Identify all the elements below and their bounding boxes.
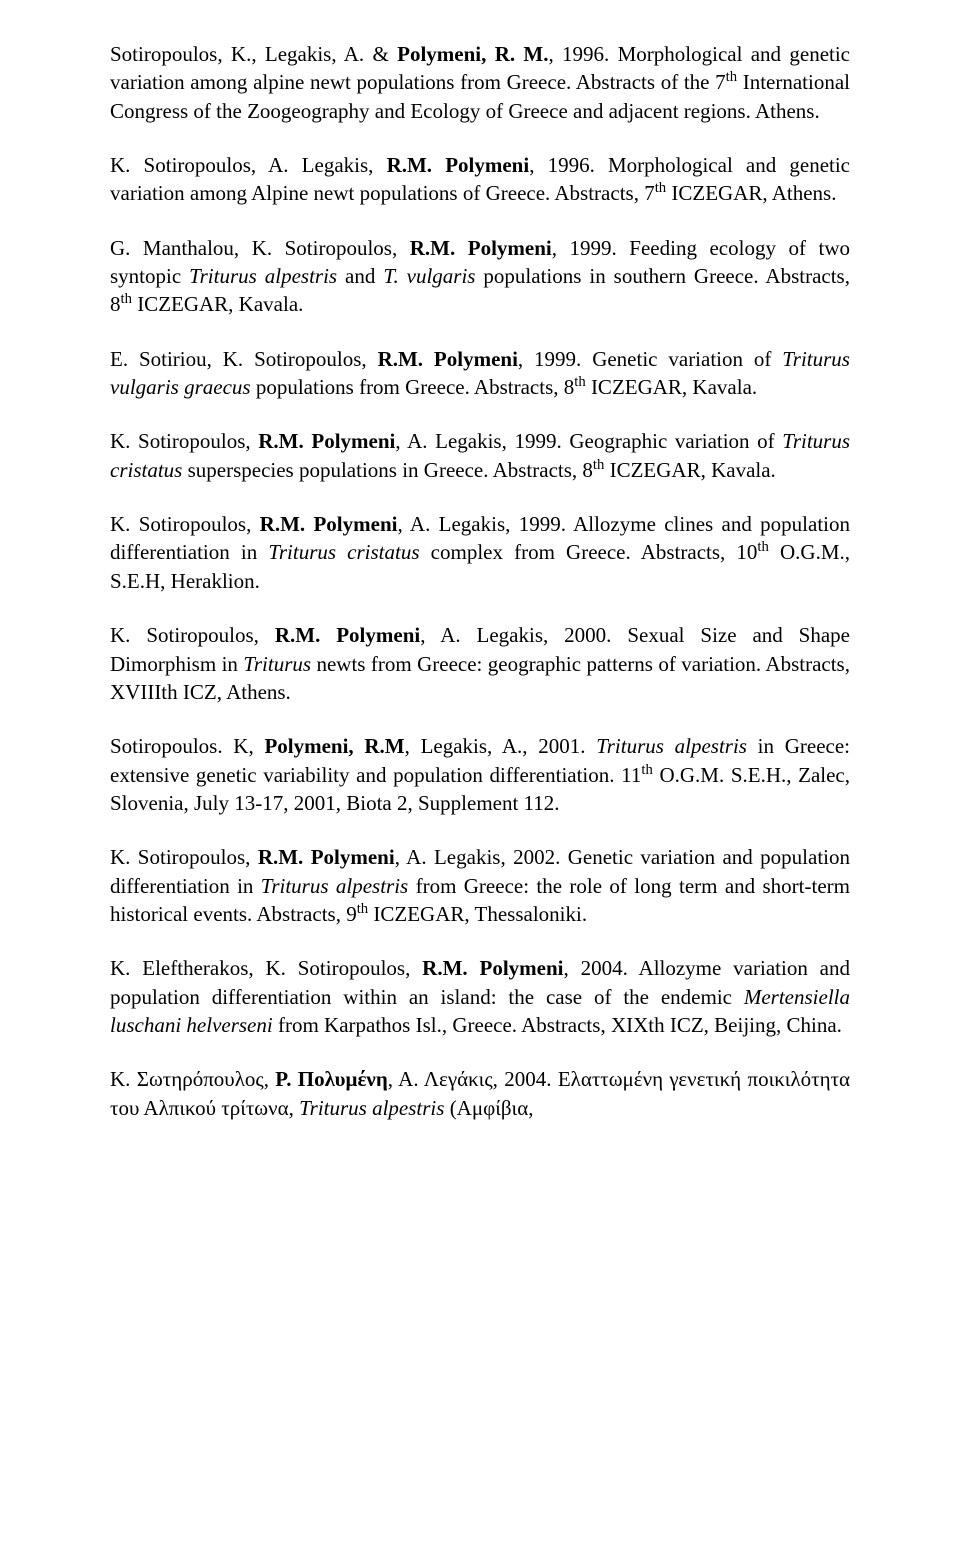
reference-entry: K. Sotiropoulos, R.M. Polymeni, A. Legak… xyxy=(110,510,850,595)
reference-entry: K. Sotiropoulos, R.M. Polymeni, A. Legak… xyxy=(110,843,850,928)
reference-entry: K. Eleftherakos, K. Sotiropoulos, R.M. P… xyxy=(110,954,850,1039)
reference-entry: K. Sotiropoulos, R.M. Polymeni, A. Legak… xyxy=(110,427,850,484)
reference-entry: Sotiropoulos. K, Polymeni, R.M, Legakis,… xyxy=(110,732,850,817)
document-page: Sotiropoulos, K., Legakis, A. & Polymeni… xyxy=(0,0,960,1550)
reference-entry: E. Sotiriou, K. Sotiropoulos, R.M. Polym… xyxy=(110,345,850,402)
reference-entry: G. Manthalou, K. Sotiropoulos, R.M. Poly… xyxy=(110,234,850,319)
reference-entry: K. Sotiropoulos, R.M. Polymeni, A. Legak… xyxy=(110,621,850,706)
reference-entry: Κ. Σωτηρόπουλος, Ρ. Πολυμένη, Α. Λεγάκις… xyxy=(110,1065,850,1122)
reference-entry: Sotiropoulos, K., Legakis, A. & Polymeni… xyxy=(110,40,850,125)
reference-entry: K. Sotiropoulos, A. Legakis, R.M. Polyme… xyxy=(110,151,850,208)
